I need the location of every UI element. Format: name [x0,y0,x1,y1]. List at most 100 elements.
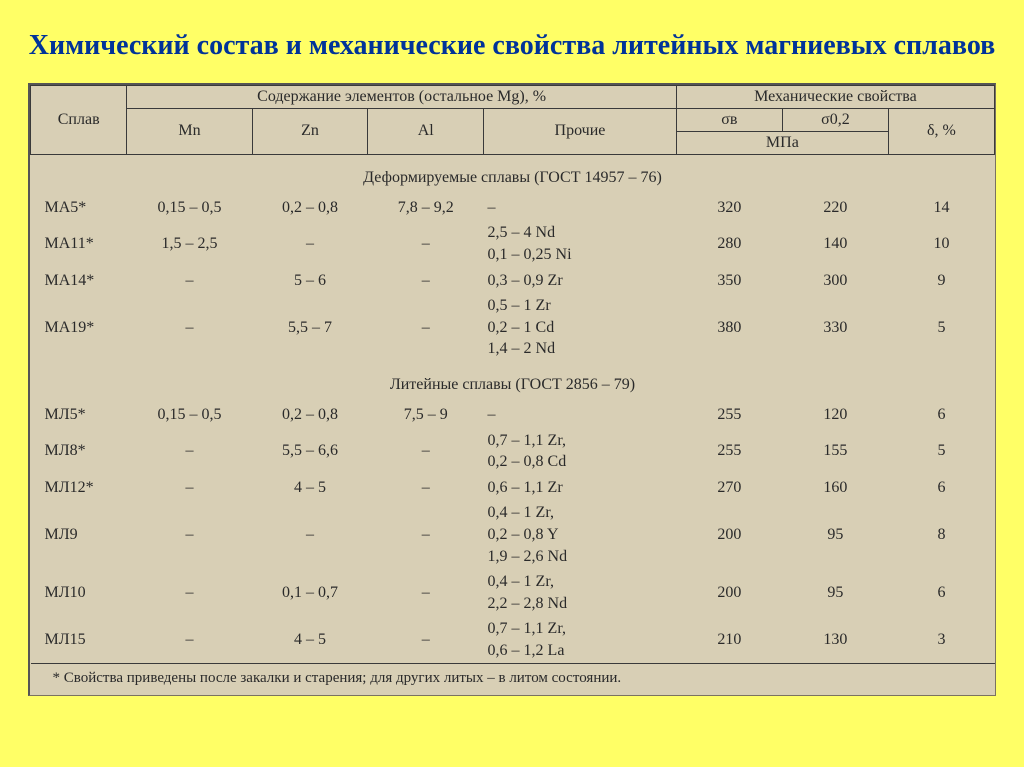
col-mech: Механические свойства [676,85,994,108]
table-row: МЛ5*0,15 – 0,50,2 – 0,87,5 – 9–2551206 [31,402,995,428]
cell-zn: – [252,500,368,569]
cell-sigma-b: 210 [676,616,782,664]
cell-other: 0,7 – 1,1 Zr, 0,6 – 1,2 La [484,616,677,664]
table-row: МЛ12*–4 – 5–0,6 – 1,1 Zr2701606 [31,475,995,501]
cell-delta: 14 [888,195,994,221]
footnote-row: * Свойства приведены после закалки и ста… [31,664,995,696]
cell-alloy: МЛ9 [31,500,127,569]
cell-sigma-b: 270 [676,475,782,501]
header-row-1: Сплав Содержание элементов (остальное Mg… [31,85,995,108]
cell-al: – [368,293,484,362]
cell-zn: 4 – 5 [252,616,368,664]
cell-sigma-02: 330 [782,293,888,362]
col-mpa: МПа [676,131,888,154]
col-sigma-02: σ0,2 [782,108,888,131]
cell-al: – [368,500,484,569]
cell-zn: 4 – 5 [252,475,368,501]
cell-sigma-02: 95 [782,500,888,569]
cell-alloy: МА11* [31,220,127,267]
cell-sigma-b: 380 [676,293,782,362]
cell-zn: 0,2 – 0,8 [252,195,368,221]
cell-other: – [484,402,677,428]
alloy-table: Сплав Содержание элементов (остальное Mg… [30,85,995,696]
cell-sigma-b: 320 [676,195,782,221]
cell-mn: – [127,616,252,664]
cell-other: 0,4 – 1 Zr, 0,2 – 0,8 Y 1,9 – 2,6 Nd [484,500,677,569]
cell-al: 7,8 – 9,2 [368,195,484,221]
cell-delta: 6 [888,475,994,501]
cell-al: – [368,616,484,664]
section-deform-label: Деформируемые сплавы (ГОСТ 14957 – 76) [31,154,995,195]
cell-al: – [368,268,484,294]
col-al: Al [368,108,484,154]
cell-sigma-02: 155 [782,428,888,475]
table-scan: Сплав Содержание элементов (остальное Mg… [28,83,996,697]
cell-other: 0,5 – 1 Zr 0,2 – 1 Cd 1,4 – 2 Nd [484,293,677,362]
cell-delta: 6 [888,402,994,428]
cell-mn: 1,5 – 2,5 [127,220,252,267]
footnote-text: * Свойства приведены после закалки и ста… [31,664,995,696]
cell-other: 0,3 – 0,9 Zr [484,268,677,294]
cell-delta: 9 [888,268,994,294]
cell-mn: 0,15 – 0,5 [127,195,252,221]
cell-other: 0,6 – 1,1 Zr [484,475,677,501]
cell-delta: 6 [888,569,994,616]
cell-other: – [484,195,677,221]
col-sigma-b: σв [676,108,782,131]
cell-sigma-02: 120 [782,402,888,428]
cell-sigma-b: 255 [676,428,782,475]
col-mn: Mn [127,108,252,154]
section-deform: Деформируемые сплавы (ГОСТ 14957 – 76) [31,154,995,195]
cell-zn: 0,1 – 0,7 [252,569,368,616]
col-composition: Содержание элементов (остальное Mg), % [127,85,676,108]
cell-delta: 5 [888,293,994,362]
table-row: МЛ10–0,1 – 0,7–0,4 – 1 Zr, 2,2 – 2,8 Nd2… [31,569,995,616]
cell-alloy: МА5* [31,195,127,221]
cell-delta: 10 [888,220,994,267]
cell-sigma-02: 300 [782,268,888,294]
cell-mn: – [127,268,252,294]
cell-alloy: МЛ12* [31,475,127,501]
cell-mn: – [127,500,252,569]
cell-sigma-02: 140 [782,220,888,267]
cell-mn: – [127,475,252,501]
header-row-2: Mn Zn Al Прочие σв σ0,2 δ, % [31,108,995,131]
cell-delta: 8 [888,500,994,569]
cell-other: 0,7 – 1,1 Zr, 0,2 – 0,8 Cd [484,428,677,475]
col-zn: Zn [252,108,368,154]
cell-zn: 0,2 – 0,8 [252,402,368,428]
col-alloy: Сплав [31,85,127,154]
cell-al: – [368,475,484,501]
cell-delta: 5 [888,428,994,475]
cell-sigma-b: 350 [676,268,782,294]
cell-alloy: МА19* [31,293,127,362]
cell-sigma-b: 255 [676,402,782,428]
cell-mn: – [127,569,252,616]
table-row: МА14*–5 – 6–0,3 – 0,9 Zr3503009 [31,268,995,294]
col-other: Прочие [484,108,677,154]
cell-sigma-b: 200 [676,569,782,616]
cell-sigma-02: 95 [782,569,888,616]
cell-al: – [368,428,484,475]
cell-mn: – [127,293,252,362]
table-row: МА11*1,5 – 2,5––2,5 – 4 Nd 0,1 – 0,25 Ni… [31,220,995,267]
cell-alloy: МЛ8* [31,428,127,475]
section-cast-label: Литейные сплавы (ГОСТ 2856 – 79) [31,362,995,402]
table-row: МА19*–5,5 – 7–0,5 – 1 Zr 0,2 – 1 Cd 1,4 … [31,293,995,362]
cell-sigma-02: 130 [782,616,888,664]
cell-sigma-b: 280 [676,220,782,267]
table-row: МЛ8*–5,5 – 6,6–0,7 – 1,1 Zr, 0,2 – 0,8 C… [31,428,995,475]
section-cast: Литейные сплавы (ГОСТ 2856 – 79) [31,362,995,402]
page-title: Химический состав и механические свойств… [28,24,996,69]
cell-mn: 0,15 – 0,5 [127,402,252,428]
cell-sigma-02: 160 [782,475,888,501]
table-row: МЛ9–––0,4 – 1 Zr, 0,2 – 0,8 Y 1,9 – 2,6 … [31,500,995,569]
cell-delta: 3 [888,616,994,664]
cell-zn: 5,5 – 6,6 [252,428,368,475]
table-row: МА5*0,15 – 0,50,2 – 0,87,8 – 9,2–3202201… [31,195,995,221]
cell-al: 7,5 – 9 [368,402,484,428]
cell-zn: – [252,220,368,267]
cell-sigma-b: 200 [676,500,782,569]
cell-alloy: МЛ5* [31,402,127,428]
cell-al: – [368,569,484,616]
